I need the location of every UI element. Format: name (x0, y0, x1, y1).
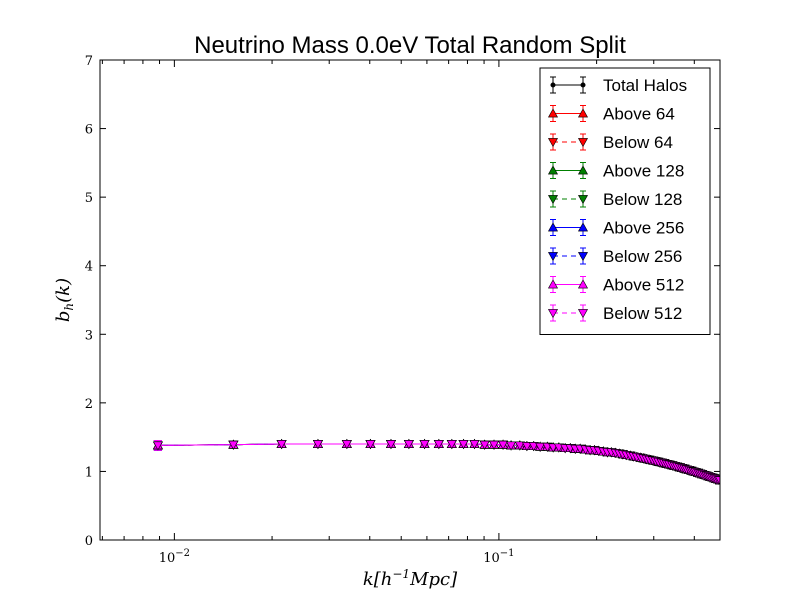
legend-marker (577, 108, 589, 118)
data-point (403, 440, 414, 450)
series-line (157, 443, 720, 481)
x-axis-label: k[h−1Mpc] (363, 567, 458, 590)
series-line (157, 443, 720, 481)
data-point (535, 442, 546, 452)
data-layer (152, 438, 720, 486)
legend-marker (577, 195, 589, 205)
legend-marker (547, 309, 559, 319)
series-line (157, 443, 720, 481)
series-line (157, 443, 720, 481)
y-tick-label: 7 (85, 54, 93, 69)
legend-marker (577, 138, 589, 148)
data-point (385, 440, 396, 450)
legend-marker (577, 279, 589, 289)
x-tick-label: 10−2 (159, 548, 190, 566)
y-tick-label: 4 (85, 260, 93, 275)
legend-item-above-512: Above 512 (547, 276, 684, 295)
y-tick-label: 5 (85, 191, 93, 206)
legend-label: Total Halos (603, 76, 687, 95)
legend-marker (577, 309, 589, 319)
plot-frame (99, 59, 721, 541)
data-point (458, 440, 469, 450)
y-tick-label: 3 (85, 328, 93, 343)
series-line (157, 443, 720, 481)
legend-label: Below 512 (603, 304, 682, 323)
legend-label: Below 64 (603, 133, 673, 152)
legend-marker (577, 165, 589, 175)
chart-title: Neutrino Mass 0.0eV Total Random Split (194, 32, 626, 59)
data-point (446, 440, 457, 450)
series-below-512 (152, 440, 720, 486)
legend: Total Halos Above 64 Below 64 Above 128 Belo… (539, 67, 711, 335)
data-point (312, 440, 323, 450)
data-point (479, 440, 490, 450)
legend-label: Below 256 (603, 247, 682, 266)
legend-label: Above 256 (603, 219, 684, 238)
y-axis-label: bh(k) (53, 278, 76, 322)
data-point (419, 440, 430, 450)
series-line (157, 443, 720, 481)
data-point (341, 440, 352, 450)
data-point (433, 440, 444, 450)
legend-marker (547, 252, 559, 262)
y-tick-label: 6 (85, 123, 93, 138)
axes: 0 1 2 3 4 5 6 7 10−2 10−1 k[h−1Mpc] bh(k) (53, 54, 720, 590)
data-point (498, 440, 509, 450)
data-point (506, 441, 517, 451)
legend-marker (550, 82, 556, 88)
series-line (157, 443, 720, 481)
legend-item-below-64: Below 64 (547, 133, 673, 152)
data-point (365, 440, 376, 450)
data-point (714, 476, 720, 486)
legend-marker (547, 165, 559, 175)
data-point (228, 440, 239, 450)
y-tick-label: 0 (85, 534, 93, 549)
legend-marker (547, 222, 559, 232)
y-tick-label: 1 (85, 465, 93, 480)
legend-item-total-halos: Total Halos (550, 76, 687, 95)
legend-marker (547, 138, 559, 148)
series-group (152, 438, 720, 486)
legend-label: Above 512 (603, 276, 684, 295)
legend-item-below-128: Below 128 (547, 190, 682, 209)
legend-marker (577, 252, 589, 262)
x-tick-label: 10−1 (483, 548, 514, 566)
legend-marker (547, 108, 559, 118)
legend-item-below-256: Below 256 (547, 247, 682, 266)
legend-item-above-128: Above 128 (547, 162, 684, 181)
data-point (514, 441, 525, 451)
legend-marker (547, 279, 559, 289)
data-point (528, 442, 539, 452)
series-line (157, 443, 720, 481)
legend-marker (580, 82, 586, 88)
legend-item-above-64: Above 64 (547, 105, 675, 124)
legend-box (539, 67, 711, 335)
series-line (157, 443, 720, 481)
legend-item-above-256: Above 256 (547, 219, 684, 238)
legend-marker (577, 222, 589, 232)
y-tick-label: 2 (85, 397, 93, 412)
legend-item-below-512: Below 512 (547, 304, 682, 323)
legend-label: Below 128 (603, 190, 682, 209)
legend-label: Above 64 (603, 105, 675, 124)
data-point (276, 440, 287, 450)
data-point (152, 441, 163, 451)
data-point (521, 442, 532, 452)
legend-label: Above 128 (603, 162, 684, 181)
legend-marker (547, 195, 559, 205)
data-point (489, 440, 500, 450)
data-point (469, 440, 480, 450)
